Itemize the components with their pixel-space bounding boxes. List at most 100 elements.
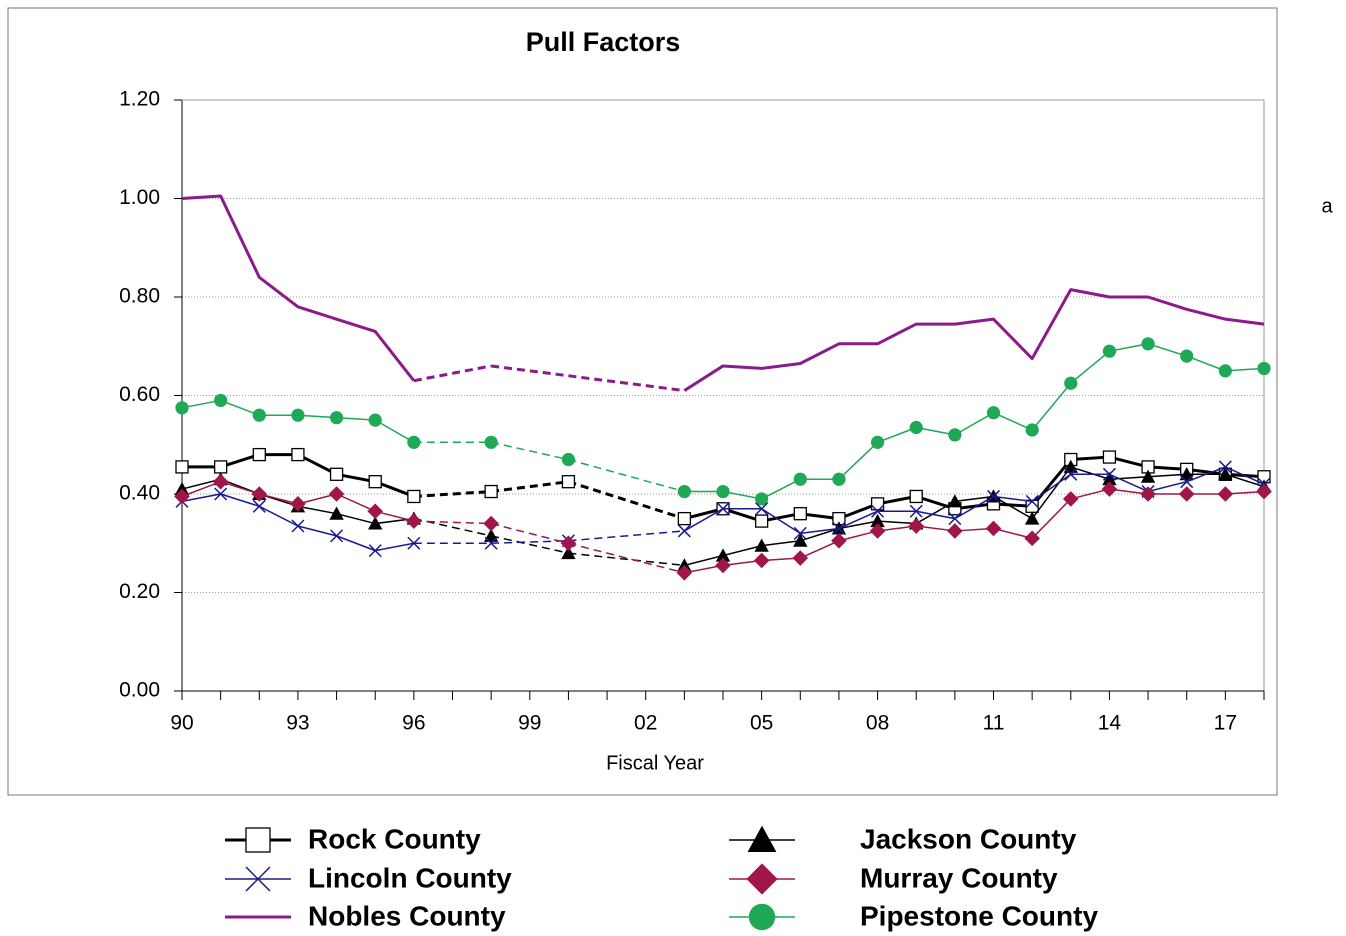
marker [407, 489, 421, 504]
y-tick-label: 0.40 [119, 482, 160, 505]
y-tick-label: 0.80 [119, 285, 160, 308]
marker [1178, 486, 1195, 502]
marker [985, 520, 1002, 537]
gap-connector [568, 374, 685, 393]
gap-connector [568, 530, 685, 542]
marker [560, 535, 577, 552]
gap-connector [413, 364, 492, 383]
marker [174, 481, 190, 496]
marker [290, 496, 306, 512]
marker [367, 503, 384, 520]
marker [947, 494, 963, 508]
marker [1217, 486, 1234, 502]
marker [1218, 460, 1232, 474]
marker [1141, 337, 1155, 351]
marker [1179, 467, 1194, 481]
marker [484, 536, 498, 550]
marker [676, 565, 693, 581]
x-tick-label: 96 [402, 712, 425, 735]
gap-connector [490, 441, 569, 461]
marker [715, 557, 731, 574]
marker [1101, 481, 1118, 497]
stray-text: a [1321, 195, 1333, 217]
legend-label: Pipestone County [860, 900, 1098, 931]
marker [832, 472, 846, 486]
legend-item: Murray County [729, 862, 1058, 895]
marker [291, 408, 305, 422]
marker [252, 408, 266, 422]
x-axis-label: Fiscal Year [606, 752, 704, 774]
marker [484, 484, 498, 499]
marker [1102, 344, 1117, 358]
x-tick-label: 90 [170, 712, 193, 735]
x-tick-label: 14 [1098, 712, 1122, 735]
marker [793, 533, 808, 547]
marker [245, 827, 271, 853]
series [174, 473, 1272, 581]
marker [483, 528, 499, 542]
marker [1180, 349, 1194, 363]
legend-item: Jackson County [729, 823, 1077, 854]
marker [213, 460, 228, 474]
gap-connector [568, 458, 685, 493]
marker [175, 460, 189, 474]
marker [1025, 494, 1039, 508]
marker [677, 524, 691, 538]
chart-title: Pull Factors [526, 27, 681, 57]
marker [1064, 467, 1078, 481]
chart-frame [7, 7, 1278, 796]
marker [909, 489, 923, 504]
marker [561, 545, 576, 560]
marker [869, 523, 886, 539]
legend-label: Nobles County [308, 900, 506, 931]
marker [252, 447, 266, 462]
marker [746, 863, 778, 895]
marker [1140, 486, 1156, 502]
legend: Rock County Jackson County Lincoln County M… [225, 823, 1098, 931]
gap-connector [490, 535, 569, 554]
marker [677, 511, 692, 526]
x-tick-label: 08 [866, 712, 889, 735]
marker [871, 504, 885, 518]
x-tick-label: 11 [983, 712, 1005, 735]
series [175, 337, 1271, 506]
y-tick-label: 1.20 [119, 88, 160, 111]
marker [1025, 423, 1039, 437]
marker [716, 502, 730, 516]
gap-connector [490, 522, 569, 544]
marker [986, 489, 1001, 503]
marker [1062, 491, 1079, 507]
marker [748, 903, 776, 931]
x-tick-label: 05 [750, 712, 773, 735]
marker [251, 486, 268, 502]
marker [909, 504, 923, 518]
marker [1102, 467, 1116, 481]
marker [406, 513, 422, 529]
legend-item: Pipestone County [729, 900, 1098, 931]
marker [1064, 376, 1078, 390]
marker [1256, 483, 1272, 500]
marker [484, 435, 498, 449]
y-tick-label: 0.20 [119, 580, 160, 603]
marker [1140, 469, 1156, 483]
legend-item: Rock County [225, 823, 481, 854]
marker [948, 428, 962, 442]
y-tick-label: 1.00 [119, 186, 160, 209]
marker [948, 512, 962, 526]
marker [677, 558, 692, 572]
marker [1180, 475, 1194, 489]
marker [330, 529, 344, 543]
marker [212, 473, 229, 490]
gap-connector [413, 517, 492, 537]
series-line [181, 194, 1265, 392]
marker [291, 447, 305, 462]
marker [291, 519, 305, 533]
marker [870, 435, 885, 449]
marker [174, 488, 190, 505]
marker [753, 552, 770, 569]
legend-item: Nobles County [225, 900, 506, 931]
marker [329, 467, 344, 481]
marker [831, 532, 847, 549]
marker [1024, 511, 1040, 525]
